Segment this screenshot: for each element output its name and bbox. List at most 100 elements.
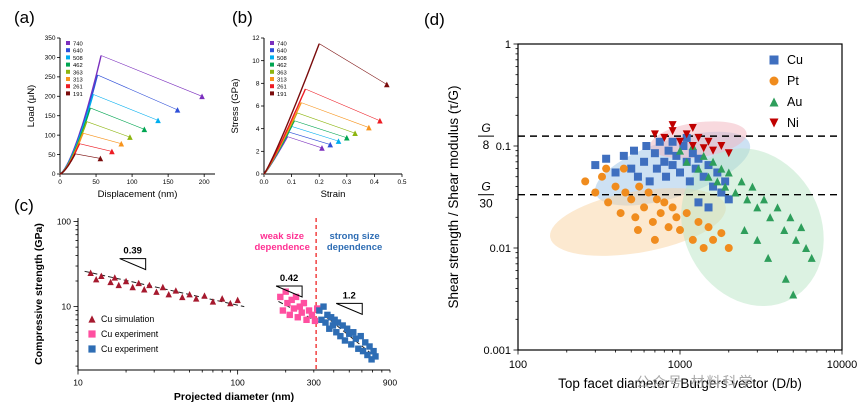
svg-text:0.1: 0.1 <box>287 179 296 186</box>
svg-text:1000: 1000 <box>668 359 692 371</box>
svg-text:dependence: dependence <box>254 242 309 253</box>
svg-text:100: 100 <box>231 378 245 388</box>
svg-text:Projected diameter (nm): Projected diameter (nm) <box>174 391 294 403</box>
series-191-curve <box>59 153 76 175</box>
svg-text:313: 313 <box>73 78 83 84</box>
axes <box>59 38 215 175</box>
svg-text:Shear strength / Shear modulus: Shear strength / Shear modulus (τ/G) <box>446 86 461 309</box>
svg-text:0: 0 <box>52 171 56 178</box>
svg-text:G: G <box>481 180 490 194</box>
chart-c-strength-diameter: 10 100 300 900 10 100 Projected diameter (nm) C… <box>33 217 397 403</box>
svg-text:191: 191 <box>277 92 287 98</box>
svg-text:313: 313 <box>277 78 287 84</box>
panel-c-label: (c) <box>14 196 34 215</box>
svg-text:12: 12 <box>252 35 260 42</box>
svg-text:0.0: 0.0 <box>259 179 268 186</box>
svg-text:508: 508 <box>73 56 83 62</box>
svg-text:Cu experiment: Cu experiment <box>101 344 159 354</box>
svg-text:Cu simulation: Cu simulation <box>101 314 154 324</box>
svg-text:10: 10 <box>252 58 260 65</box>
svg-text:2: 2 <box>256 149 260 156</box>
series-191-curve <box>263 43 320 175</box>
svg-text:300: 300 <box>45 55 56 62</box>
svg-text:4: 4 <box>256 126 260 133</box>
svg-text:150: 150 <box>45 113 56 120</box>
svg-text:50: 50 <box>48 152 56 159</box>
svg-text:640: 640 <box>73 49 83 55</box>
legend-swatch-191 <box>66 91 70 96</box>
legend-swatch-363 <box>66 69 70 74</box>
svg-text:strong size: strong size <box>330 231 380 242</box>
svg-text:6: 6 <box>256 103 260 110</box>
legend-swatch-740 <box>66 41 70 45</box>
legend-swatch-261 <box>66 84 70 89</box>
svg-text:0.42: 0.42 <box>280 273 299 284</box>
svg-text:Au: Au <box>787 95 802 109</box>
svg-text:462: 462 <box>277 63 287 69</box>
svg-text:8: 8 <box>256 81 260 88</box>
svg-text:Top facet diameter / Burgers v: Top facet diameter / Burgers vector (D/b… <box>558 376 802 391</box>
svg-text:weak size: weak size <box>259 231 304 242</box>
svg-text:508: 508 <box>277 56 287 62</box>
svg-text:640: 640 <box>277 49 287 55</box>
legend-swatch-261 <box>270 84 274 89</box>
svg-text:0.4: 0.4 <box>370 179 379 186</box>
legend-swatch-363 <box>270 69 274 74</box>
chart-d-shear-strength: 100 1000 10000 1 0.1 0.01 0.001 Top facet diame… <box>446 39 858 391</box>
svg-text:Compressive strength (GPa): Compressive strength (GPa) <box>33 223 45 365</box>
chart-a-load-displacement: 0 50 100 150 200 0 50 100 150 200 250 300 350 Displac… <box>26 35 215 200</box>
svg-text:Cu: Cu <box>787 53 803 67</box>
svg-text:0: 0 <box>256 171 260 178</box>
svg-text:Load (μN): Load (μN) <box>26 85 37 127</box>
svg-text:10: 10 <box>73 378 83 388</box>
svg-text:740: 740 <box>73 42 83 48</box>
svg-text:Strain: Strain <box>321 189 346 200</box>
svg-text:Stress (GPa): Stress (GPa) <box>230 79 241 134</box>
svg-text:Cu experiment: Cu experiment <box>101 329 159 339</box>
svg-text:Pt: Pt <box>787 74 799 88</box>
svg-text:261: 261 <box>277 85 287 91</box>
legend-swatch-508 <box>270 55 274 60</box>
legend-swatch-313 <box>270 77 274 81</box>
svg-text:1.2: 1.2 <box>343 290 356 301</box>
panel-a-label: (a) <box>14 8 35 27</box>
svg-text:0.5: 0.5 <box>397 179 406 186</box>
legend-swatch-640 <box>66 48 70 53</box>
svg-text:250: 250 <box>45 74 56 81</box>
svg-text:100: 100 <box>127 179 138 186</box>
svg-text:191: 191 <box>73 92 83 98</box>
svg-text:50: 50 <box>92 179 100 186</box>
svg-text:1: 1 <box>505 39 511 51</box>
svg-text:8: 8 <box>483 138 490 152</box>
svg-text:740: 740 <box>277 42 287 48</box>
svg-text:100: 100 <box>509 359 527 371</box>
svg-text:Displacement (nm): Displacement (nm) <box>98 189 178 200</box>
legend-swatch-508 <box>66 55 70 60</box>
svg-text:10: 10 <box>62 302 72 312</box>
svg-text:0.001: 0.001 <box>483 345 511 357</box>
svg-text:100: 100 <box>57 217 71 227</box>
svg-text:10000: 10000 <box>827 359 858 371</box>
svg-text:350: 350 <box>45 35 56 42</box>
legend-swatch-191 <box>270 91 274 96</box>
svg-text:0.2: 0.2 <box>315 179 324 186</box>
svg-text:363: 363 <box>73 70 83 76</box>
svg-text:G: G <box>481 121 490 135</box>
svg-text:261: 261 <box>73 85 83 91</box>
chart-b-stress-strain: 0.0 0.1 0.2 0.3 0.4 0.5 0 2 4 6 8 10 12 Strain Stress … <box>230 35 407 200</box>
legend-swatch-462 <box>66 62 70 67</box>
legend-swatch-640 <box>270 48 274 53</box>
svg-text:0.01: 0.01 <box>490 243 511 255</box>
svg-text:0.3: 0.3 <box>342 179 351 186</box>
legend-swatch-462 <box>270 62 274 67</box>
svg-text:Ni: Ni <box>787 116 799 130</box>
svg-text:0: 0 <box>58 179 62 186</box>
svg-text:300: 300 <box>307 378 321 388</box>
svg-text:462: 462 <box>73 63 83 69</box>
legend-swatch-740 <box>270 41 274 45</box>
svg-text:363: 363 <box>277 70 287 76</box>
svg-text:dependence: dependence <box>327 242 382 253</box>
svg-text:30: 30 <box>479 197 493 211</box>
svg-text:900: 900 <box>383 378 397 388</box>
